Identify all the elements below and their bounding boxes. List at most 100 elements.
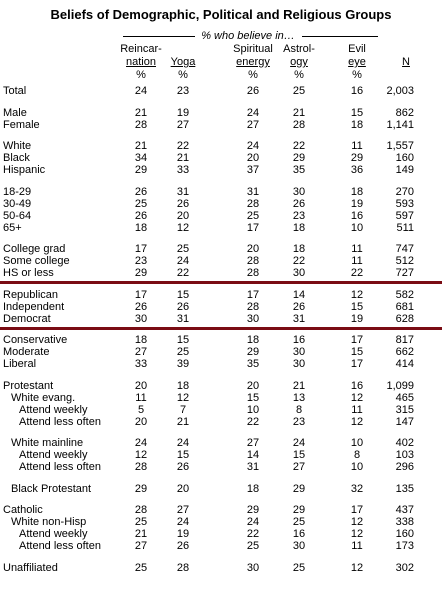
cell-n: 315 [395, 403, 414, 416]
row-label: Moderate [3, 346, 50, 358]
column-unit: % [352, 69, 362, 81]
cell: 7 [179, 403, 187, 416]
cell: 27 [176, 504, 190, 516]
cell: 31 [246, 185, 260, 198]
cell: 22 [246, 528, 260, 540]
cell: 19 [350, 197, 364, 210]
cell: 12 [350, 528, 364, 540]
cell: 21 [176, 415, 190, 428]
cell: 28 [134, 461, 148, 473]
cell: 29 [292, 152, 306, 164]
cell: 20 [176, 209, 190, 222]
cell: 20 [246, 379, 260, 392]
cell: 16 [350, 85, 364, 97]
cell: 12 [350, 288, 364, 301]
cell: 12 [350, 391, 364, 404]
cell: 11 [351, 243, 363, 255]
row-label: HS or less [3, 267, 54, 279]
cell: 20 [246, 243, 260, 255]
cell: 28 [246, 255, 260, 267]
column-header: nation [126, 56, 156, 68]
row-label: Protestant [3, 379, 54, 392]
cell-n: 511 [396, 221, 414, 234]
cell: 18 [350, 185, 364, 198]
row-label: 50-64 [3, 209, 32, 222]
cell: 25 [134, 197, 148, 210]
cell: 22 [350, 267, 364, 279]
cell: 12 [350, 415, 364, 428]
cell: 23 [292, 209, 306, 222]
cell: 28 [134, 118, 148, 131]
row-label: Female [3, 118, 40, 131]
cell-n: 582 [395, 288, 414, 301]
cell: 30 [134, 312, 148, 325]
cell: 20 [176, 482, 190, 495]
cell: 19 [176, 106, 190, 119]
cell: 28 [176, 561, 190, 574]
cell: 27 [176, 118, 190, 131]
cell: 15 [292, 449, 306, 461]
cell-n: 727 [395, 267, 414, 279]
cell-n: 147 [395, 415, 414, 428]
row-label: Democrat [3, 312, 51, 325]
cell-n: 414 [395, 358, 414, 370]
cell: 30 [292, 540, 306, 552]
cell: 29 [134, 482, 148, 495]
cell: 19 [350, 312, 364, 325]
cell: 17 [134, 243, 148, 255]
row-label: 65+ [3, 221, 22, 234]
cell: 29 [350, 152, 364, 164]
cell: 29 [134, 164, 148, 176]
cell: 14 [292, 288, 306, 301]
cell: 30 [292, 267, 306, 279]
cell: 22 [176, 140, 190, 152]
cell: 21 [134, 528, 148, 540]
row-label: Attend less often [19, 461, 101, 473]
cell: 21 [134, 106, 148, 119]
cell: 18 [292, 243, 306, 255]
cell: 25 [292, 85, 306, 97]
cell: 25 [246, 209, 260, 222]
rule [302, 36, 378, 37]
cell: 12 [176, 221, 190, 234]
cell-n: 302 [395, 561, 414, 574]
divider [0, 326, 442, 330]
cell: 29 [292, 504, 306, 516]
cell-n: 817 [395, 334, 414, 346]
cell: 26 [292, 197, 306, 210]
cell-n: 465 [395, 391, 414, 404]
cell: 25 [292, 516, 306, 528]
cell: 28 [246, 300, 260, 313]
cell: 11 [351, 403, 363, 416]
cell: 33 [176, 164, 190, 176]
cell: 16 [292, 528, 306, 540]
row-label: College grad [3, 243, 66, 255]
column-header: Yoga [170, 56, 196, 68]
column-header: Astrol- [283, 43, 315, 55]
cell: 11 [135, 391, 147, 404]
cell-n: 437 [395, 504, 414, 516]
cell-n: 135 [395, 482, 414, 495]
cell-n: 160 [395, 152, 414, 164]
cell: 24 [176, 255, 190, 267]
cell: 30 [292, 346, 306, 358]
cell: 26 [134, 209, 148, 222]
cell: 24 [246, 516, 260, 528]
row-label: White non-Hisp [11, 516, 87, 528]
column-unit: % [178, 69, 188, 81]
cell: 17 [350, 334, 364, 346]
cell-n: 149 [395, 164, 414, 176]
row-label: Black Protestant [11, 482, 92, 495]
cell-n: 662 [395, 346, 414, 358]
cell: 15 [350, 106, 364, 119]
cell-n: 296 [395, 461, 414, 473]
row-label: White mainline [11, 437, 84, 449]
cell: 17 [350, 504, 364, 516]
cell: 30 [246, 561, 260, 574]
cell: 11 [351, 540, 363, 552]
cell: 12 [350, 516, 364, 528]
row-label: Conservative [3, 334, 68, 346]
cell: 12 [176, 391, 190, 404]
column-header: Reincar- [120, 43, 162, 55]
